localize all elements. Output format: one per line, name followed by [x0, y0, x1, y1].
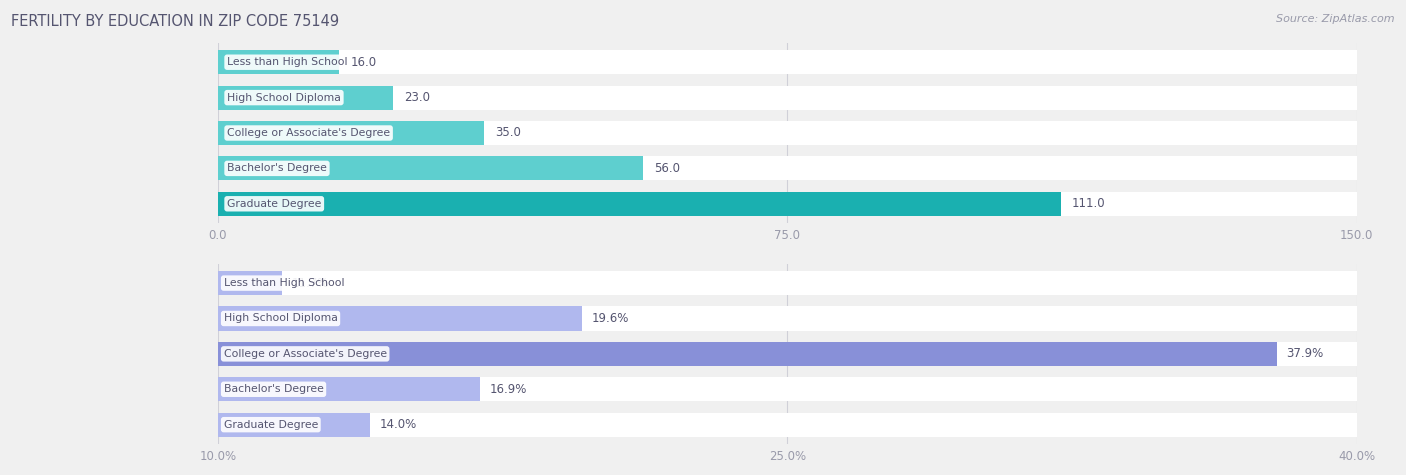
Bar — [218, 413, 370, 437]
Text: 111.0: 111.0 — [1073, 197, 1105, 210]
Bar — [218, 271, 283, 295]
Bar — [218, 342, 1277, 366]
Text: 14.0%: 14.0% — [380, 418, 416, 431]
Text: 19.6%: 19.6% — [592, 312, 630, 325]
Bar — [218, 192, 1060, 216]
Bar — [218, 50, 339, 74]
Text: Bachelor's Degree: Bachelor's Degree — [226, 163, 328, 173]
Bar — [218, 86, 392, 110]
Text: 56.0: 56.0 — [655, 162, 681, 175]
Bar — [218, 156, 1357, 180]
Text: 11.7%: 11.7% — [292, 276, 329, 290]
Bar — [218, 121, 1357, 145]
Text: College or Associate's Degree: College or Associate's Degree — [224, 349, 387, 359]
Text: Source: ZipAtlas.com: Source: ZipAtlas.com — [1277, 14, 1395, 24]
Text: Less than High School: Less than High School — [224, 278, 344, 288]
Bar — [218, 377, 479, 401]
Bar — [218, 121, 484, 145]
Bar — [218, 192, 1357, 216]
Bar — [218, 156, 643, 180]
Bar — [218, 271, 1357, 295]
Bar — [218, 413, 1357, 437]
Text: Graduate Degree: Graduate Degree — [226, 199, 322, 209]
Text: Less than High School: Less than High School — [226, 57, 347, 67]
Bar — [218, 342, 1357, 366]
Text: High School Diploma: High School Diploma — [226, 93, 340, 103]
Bar — [218, 377, 1357, 401]
Text: Bachelor's Degree: Bachelor's Degree — [224, 384, 323, 394]
Text: 16.9%: 16.9% — [489, 383, 527, 396]
Bar — [218, 306, 1357, 331]
Bar — [218, 86, 1357, 110]
Text: 37.9%: 37.9% — [1286, 347, 1324, 361]
Text: College or Associate's Degree: College or Associate's Degree — [226, 128, 391, 138]
Bar — [218, 50, 1357, 74]
Text: 16.0: 16.0 — [352, 56, 377, 69]
Text: FERTILITY BY EDUCATION IN ZIP CODE 75149: FERTILITY BY EDUCATION IN ZIP CODE 75149 — [11, 14, 339, 29]
Text: 23.0: 23.0 — [404, 91, 430, 104]
Text: 35.0: 35.0 — [495, 126, 522, 140]
Bar — [218, 306, 582, 331]
Text: High School Diploma: High School Diploma — [224, 314, 337, 323]
Text: Graduate Degree: Graduate Degree — [224, 419, 318, 430]
